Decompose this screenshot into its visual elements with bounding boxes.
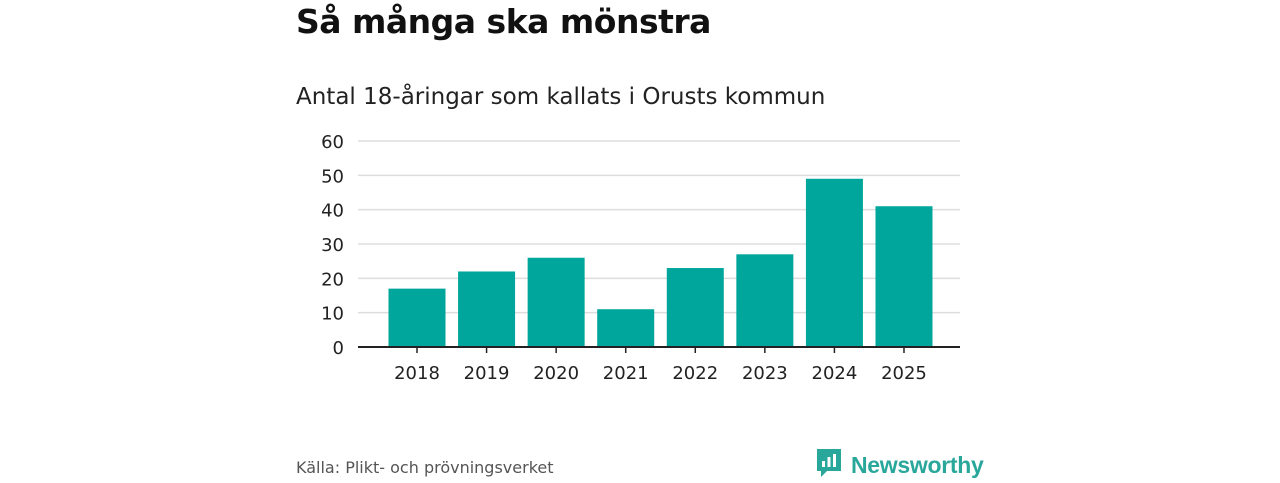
y-tick-label: 50 [321, 166, 344, 187]
bar-2018 [388, 288, 446, 347]
source-note: Källa: Plikt- och prövningsverket [296, 458, 554, 477]
bar-2021 [597, 309, 655, 347]
x-tick-label: 2018 [394, 363, 440, 384]
x-tick-label: 2023 [742, 363, 788, 384]
bar-2025 [875, 206, 933, 347]
x-tick-label: 2020 [533, 363, 579, 384]
bar-2022 [666, 268, 724, 347]
x-axis-ticks: 2018 2019 2020 2021 2022 2023 2024 2025 [394, 347, 927, 384]
bar-2023 [736, 254, 794, 347]
bar-2020 [527, 257, 585, 347]
gridlines [358, 140, 960, 314]
bars [388, 178, 933, 347]
x-tick-label: 2019 [464, 363, 510, 384]
bar-2024 [805, 178, 863, 347]
y-tick-label: 20 [321, 269, 344, 290]
brand-name: Newsworthy [851, 451, 984, 478]
y-tick-label: 30 [321, 235, 344, 256]
brand-logo: Newsworthy [815, 447, 984, 483]
page-title: Så många ska mönstra [296, 2, 711, 41]
newsworthy-logo-icon [815, 447, 843, 483]
y-tick-label: 0 [333, 338, 344, 359]
y-tick-label: 10 [321, 304, 344, 325]
x-tick-label: 2025 [881, 363, 927, 384]
x-tick-label: 2022 [672, 363, 718, 384]
x-tick-label: 2021 [603, 363, 649, 384]
y-axis-ticks: 0 10 20 30 40 50 60 [321, 132, 344, 359]
bar-2019 [458, 271, 516, 347]
x-tick-label: 2024 [812, 363, 858, 384]
y-tick-label: 40 [321, 201, 344, 222]
chart-subtitle: Antal 18-åringar som kallats i Orusts ko… [296, 84, 826, 110]
y-tick-label: 60 [321, 132, 344, 153]
